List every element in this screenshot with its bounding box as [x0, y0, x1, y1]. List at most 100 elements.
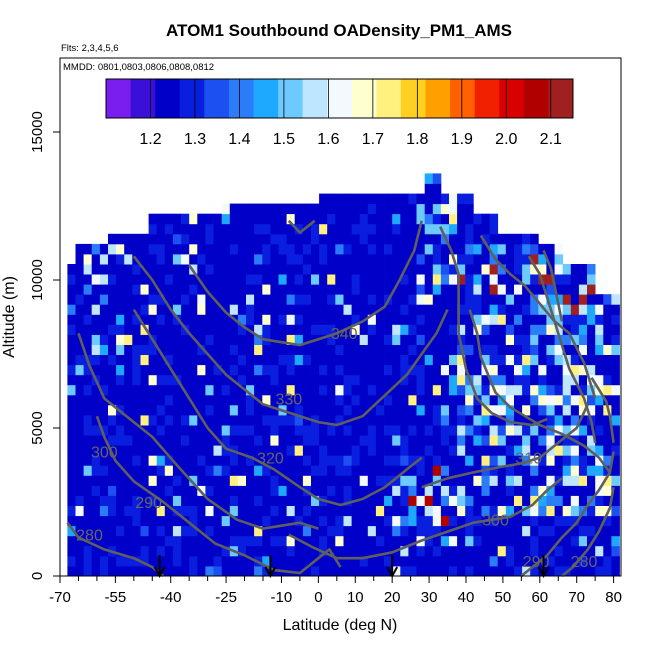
heatmap-cell — [270, 384, 279, 396]
heatmap-cell — [327, 525, 336, 537]
heatmap-cell — [538, 445, 547, 456]
heatmap-cell — [578, 274, 588, 285]
heatmap-cell — [91, 465, 101, 476]
heatmap-cell — [237, 264, 247, 275]
heatmap-cell — [270, 304, 279, 315]
heatmap-cell — [221, 344, 231, 355]
heatmap-cell — [522, 274, 531, 285]
heatmap-cell — [440, 565, 450, 577]
heatmap-cell — [424, 233, 434, 245]
heatmap-cell — [294, 425, 304, 436]
colorbar-tick-label: 1.3 — [184, 131, 206, 148]
heatmap-cell — [457, 354, 466, 366]
colorbar-segment — [474, 79, 500, 118]
heatmap-cell — [416, 404, 425, 416]
heatmap-cell — [384, 394, 393, 406]
heatmap-cell — [595, 495, 604, 506]
heatmap-cell — [546, 344, 555, 355]
heatmap-cell — [294, 404, 304, 416]
heatmap-cell — [99, 354, 109, 366]
heatmap-cell — [489, 505, 499, 517]
heatmap-cell — [221, 324, 231, 335]
heatmap-cell — [278, 203, 287, 215]
heatmap-cell — [124, 475, 133, 486]
heatmap-cell — [384, 243, 393, 255]
heatmap-cell — [416, 515, 425, 527]
heatmap-cell — [424, 254, 434, 265]
heatmap-cell — [99, 254, 109, 265]
heatmap-cell — [294, 314, 304, 325]
heatmap-cell — [181, 525, 190, 537]
heatmap-cell — [465, 394, 474, 406]
heatmap-cell — [205, 223, 214, 235]
x-tick-label: 70 — [568, 589, 585, 606]
heatmap-cell — [375, 203, 385, 215]
heatmap-cell — [262, 545, 271, 557]
heatmap-cell — [99, 555, 109, 567]
heatmap-cell — [246, 354, 255, 366]
heatmap-cell — [229, 294, 239, 305]
heatmap-cell — [302, 415, 312, 426]
heatmap-cell — [262, 243, 271, 255]
heatmap-cell — [497, 525, 507, 537]
heatmap-cell — [311, 515, 320, 527]
heatmap-cell — [172, 465, 182, 476]
heatmap-cell — [140, 324, 149, 335]
heatmap-cell — [294, 515, 304, 527]
heatmap-cell — [587, 435, 596, 446]
heatmap-cell — [197, 505, 206, 517]
heatmap-cell — [148, 415, 158, 426]
heatmap-cell — [351, 193, 361, 205]
heatmap-cell — [514, 495, 523, 506]
heatmap-cell — [392, 475, 401, 486]
heatmap-cell — [278, 274, 287, 285]
heatmap-cell — [416, 264, 425, 275]
heatmap-cell — [538, 334, 547, 345]
heatmap-cell — [262, 324, 271, 335]
heatmap-cell — [538, 425, 547, 436]
heatmap-cell — [327, 505, 336, 517]
heatmap-cell — [359, 233, 369, 245]
heatmap-cell — [432, 565, 442, 577]
colorbar-segment — [376, 79, 402, 118]
heatmap-cell — [83, 274, 93, 285]
heatmap-cell — [457, 495, 466, 506]
heatmap-cell — [570, 515, 580, 527]
heatmap-cell — [578, 314, 588, 325]
heatmap-cell — [603, 515, 612, 527]
heatmap-cell — [570, 415, 580, 426]
heatmap-cell — [229, 254, 239, 265]
heatmap-cell — [424, 455, 434, 466]
heatmap-cell — [197, 284, 206, 295]
heatmap-cell — [367, 505, 377, 517]
heatmap-cell — [514, 243, 523, 255]
heatmap-cell — [221, 274, 231, 285]
heatmap-cell — [83, 505, 93, 517]
heatmap-cell — [611, 364, 620, 376]
heatmap-cell — [546, 394, 555, 406]
heatmap-cell — [473, 505, 482, 517]
heatmap-cell — [375, 374, 385, 386]
heatmap-cell — [286, 254, 296, 265]
heatmap-cell — [408, 223, 417, 235]
heatmap-cell — [343, 213, 352, 225]
heatmap-cell — [262, 415, 271, 426]
heatmap-cell — [554, 243, 564, 255]
heatmap-cell — [497, 465, 507, 476]
heatmap-cell — [189, 384, 198, 396]
heatmap-cell — [132, 465, 141, 476]
heatmap-cell — [497, 505, 507, 517]
heatmap-cell — [375, 555, 385, 567]
heatmap-cell — [457, 324, 466, 335]
heatmap-cell — [254, 465, 263, 476]
heatmap-cell — [140, 374, 149, 386]
heatmap-cell — [189, 274, 198, 285]
heatmap-cell — [359, 294, 369, 305]
heatmap-cell — [172, 495, 182, 506]
heatmap-cell — [164, 425, 174, 436]
heatmap-cell — [108, 465, 117, 476]
heatmap-cell — [319, 334, 328, 345]
heatmap-cell — [481, 284, 490, 295]
heatmap-cell — [164, 284, 174, 295]
heatmap-cell — [108, 314, 117, 325]
